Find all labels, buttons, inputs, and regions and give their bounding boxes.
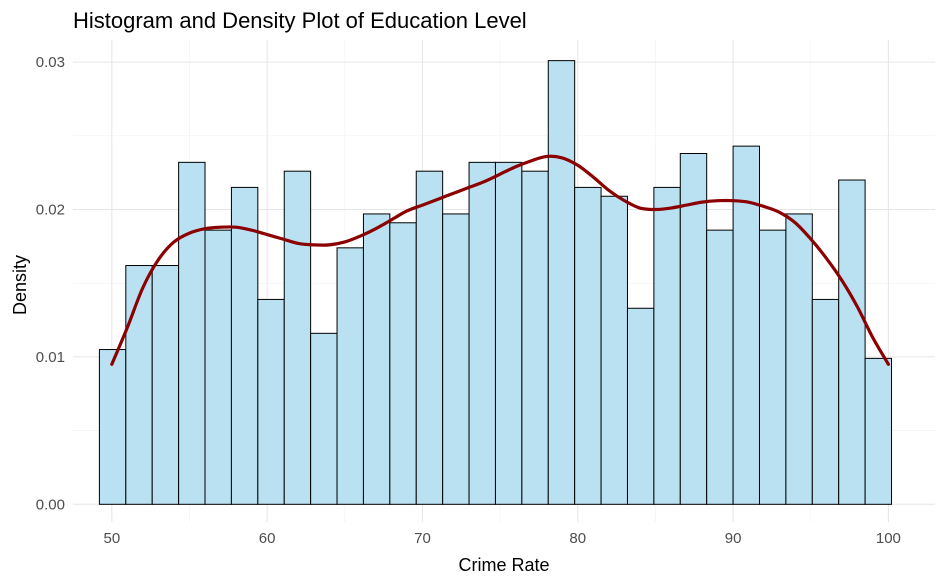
histogram-bars xyxy=(98,60,893,505)
histogram-bar xyxy=(653,186,681,505)
histogram-bar xyxy=(362,213,391,505)
histogram-bar xyxy=(574,186,602,505)
x-tick-label: 70 xyxy=(414,530,431,547)
histogram-bar xyxy=(310,332,338,505)
histogram-bar xyxy=(706,229,734,505)
histogram-bar xyxy=(600,195,628,505)
x-tick-label: 50 xyxy=(103,530,120,547)
histogram-bar xyxy=(811,298,840,505)
histogram-bar xyxy=(864,357,893,505)
histogram-bar xyxy=(521,170,549,505)
y-axis-label: Density xyxy=(10,255,30,315)
histogram-bar xyxy=(758,229,787,505)
chart-title: Histogram and Density Plot of Education … xyxy=(73,8,527,33)
histogram-bar xyxy=(125,265,153,505)
x-tick-label: 60 xyxy=(259,530,276,547)
y-tick-label: 0.00 xyxy=(36,496,65,513)
histogram-bar xyxy=(389,222,417,505)
histogram-bar xyxy=(283,170,312,505)
y-axis-ticks: 0.00 0.01 0.02 0.03 xyxy=(36,54,65,513)
histogram-bar xyxy=(151,265,180,505)
histogram-bar xyxy=(494,161,523,505)
x-tick-label: 100 xyxy=(876,530,901,547)
histogram-bar xyxy=(257,298,285,505)
x-axis-ticks: 50 60 70 80 90 100 xyxy=(103,530,900,547)
y-tick-label: 0.02 xyxy=(36,202,65,219)
x-tick-label: 80 xyxy=(569,530,586,547)
histogram-bar xyxy=(547,60,576,505)
histogram-bar xyxy=(468,161,496,505)
histogram-bar xyxy=(204,229,232,505)
histogram-bar xyxy=(415,170,444,505)
histogram-bar xyxy=(442,213,470,505)
histogram-bar xyxy=(336,247,364,505)
x-tick-label: 90 xyxy=(725,530,742,547)
x-axis-label: Crime Rate xyxy=(458,555,549,575)
histogram-bar xyxy=(838,179,866,505)
density-curve xyxy=(110,154,891,366)
histogram-bar xyxy=(178,161,206,505)
histogram-bar xyxy=(785,213,813,505)
y-tick-label: 0.01 xyxy=(36,349,65,366)
histogram-bar xyxy=(732,145,760,505)
histogram-bar xyxy=(626,307,655,505)
histogram-bar xyxy=(98,349,127,505)
histogram-bar xyxy=(230,186,259,505)
y-tick-label: 0.03 xyxy=(36,54,65,71)
